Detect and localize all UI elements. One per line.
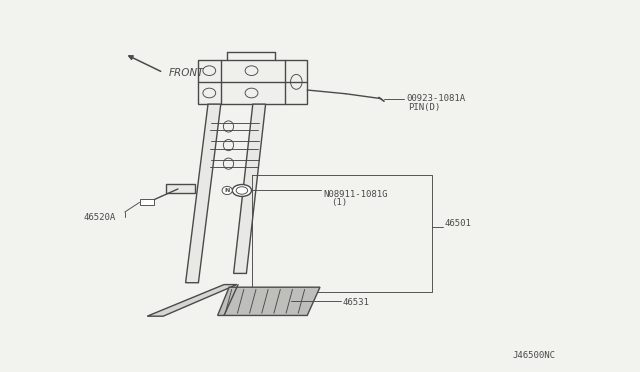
Polygon shape	[166, 184, 195, 193]
Bar	[140, 199, 154, 205]
Text: FRONT: FRONT	[168, 68, 204, 77]
Text: PIN(D): PIN(D)	[408, 103, 440, 112]
Polygon shape	[218, 287, 320, 315]
Ellipse shape	[232, 185, 252, 196]
Polygon shape	[147, 285, 237, 316]
Text: 46501: 46501	[445, 219, 472, 228]
Polygon shape	[186, 104, 221, 283]
Ellipse shape	[222, 186, 232, 195]
Text: (1): (1)	[332, 198, 348, 207]
Text: 00923-1081A: 00923-1081A	[406, 94, 465, 103]
Text: 46531: 46531	[342, 298, 369, 307]
Polygon shape	[198, 60, 307, 104]
Text: N: N	[225, 188, 230, 193]
Text: N08911-1081G: N08911-1081G	[323, 190, 388, 199]
Text: 46520A: 46520A	[83, 213, 115, 222]
Polygon shape	[234, 104, 266, 273]
Text: J46500NC: J46500NC	[512, 351, 555, 360]
